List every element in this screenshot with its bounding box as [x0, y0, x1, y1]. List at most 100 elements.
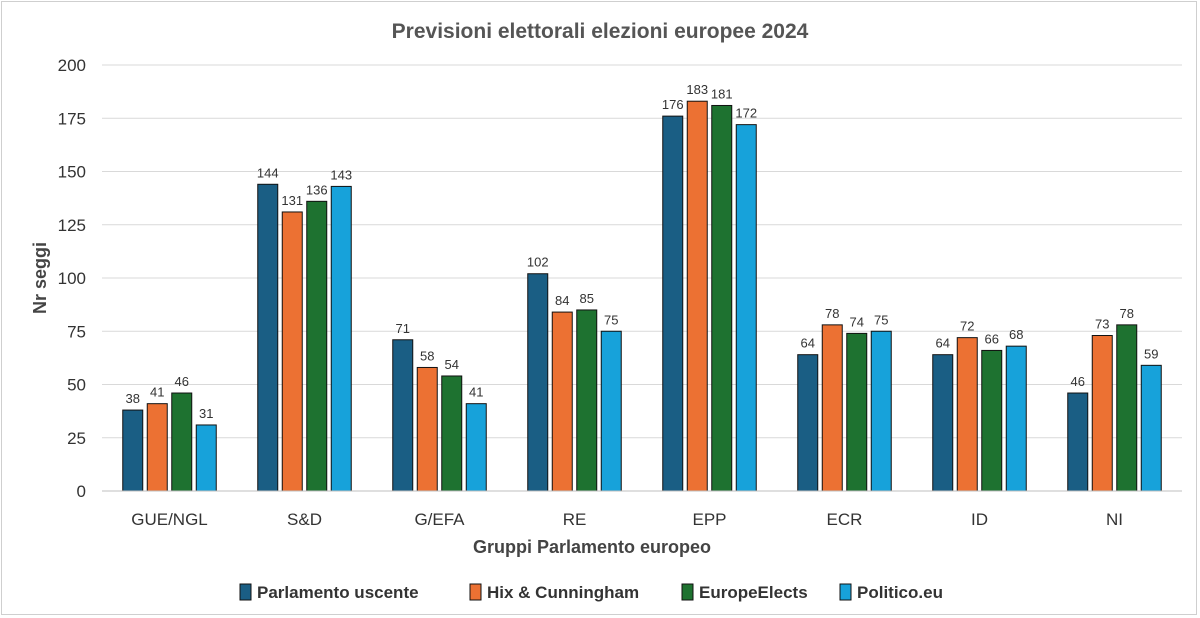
data-label: 64 [801, 336, 815, 351]
y-tick-label: 175 [58, 109, 86, 128]
bar-europeelects-ni [1116, 324, 1138, 492]
data-label: 54 [445, 357, 459, 372]
data-label: 59 [1144, 346, 1158, 361]
y-tick-label: 150 [58, 163, 86, 182]
x-tick-label: S&D [287, 510, 322, 529]
legend-item: Parlamento uscente [239, 583, 419, 602]
bar-parlamento-uscente-ni [1067, 392, 1089, 492]
bar-europeelects-ecr [846, 332, 868, 492]
x-tick-label: ID [971, 510, 988, 529]
legend-swatch [469, 583, 482, 601]
data-label: 172 [735, 106, 757, 121]
data-label: 78 [1120, 306, 1134, 321]
bar-parlamento-uscente-gue-ngl [122, 409, 144, 492]
data-label: 78 [825, 306, 839, 321]
bar-politico-eu-ecr [870, 330, 892, 492]
bar-hix-cunningham-re [551, 311, 573, 492]
bar-hix-cunningham-id [956, 337, 978, 492]
legend-label: Parlamento uscente [257, 583, 419, 602]
x-tick-label: NI [1106, 510, 1123, 529]
bar-europeelects-epp [711, 104, 733, 492]
bar-hix-cunningham-ni [1091, 335, 1113, 492]
data-label: 38 [126, 391, 140, 406]
bar-europeelects-g-efa [441, 375, 463, 492]
data-label: 176 [662, 97, 684, 112]
bar-hix-cunningham-epp [686, 100, 708, 492]
x-tick-label: ECR [827, 510, 863, 529]
bar-parlamento-uscente-re [527, 273, 549, 492]
y-tick-label: 25 [67, 429, 86, 448]
data-label: 181 [711, 86, 733, 101]
y-tick-label: 0 [77, 482, 86, 501]
data-label: 64 [936, 336, 950, 351]
data-label: 58 [420, 348, 434, 363]
legend-item: Hix & Cunningham [469, 583, 639, 602]
bar-politico-eu-gue-ngl [195, 424, 217, 492]
y-tick-label: 100 [58, 269, 86, 288]
bar-hix-cunningham-g-efa [416, 366, 438, 492]
data-label: 143 [330, 167, 352, 182]
data-label: 68 [1009, 327, 1023, 342]
data-label: 183 [686, 82, 708, 97]
y-tick-label: 125 [58, 216, 86, 235]
bar-parlamento-uscente-epp [662, 115, 684, 492]
bar-politico-eu-ni [1140, 364, 1162, 492]
legend-swatch [681, 583, 694, 601]
bar-parlamento-uscente-s-d [257, 183, 279, 492]
bar-hix-cunningham-ecr [821, 324, 843, 492]
data-label: 144 [257, 165, 279, 180]
x-tick-label: G/EFA [414, 510, 465, 529]
data-label: 71 [396, 321, 410, 336]
bar-politico-eu-s-d [330, 185, 352, 492]
data-label: 41 [469, 385, 483, 400]
legend-label: EuropeElects [699, 583, 808, 602]
bar-politico-eu-re [600, 330, 622, 492]
data-label: 85 [580, 291, 594, 306]
bar-europeelects-re [576, 309, 598, 492]
legend-label: Politico.eu [857, 583, 943, 602]
legend-swatch [239, 583, 252, 601]
x-axis-title: Gruppi Parlamento europeo [473, 537, 711, 557]
bars [122, 100, 1162, 492]
y-tick-label: 50 [67, 376, 86, 395]
bar-politico-eu-epp [735, 124, 757, 492]
y-axis-ticks: 0 25 50 75 100 125 150 175 200 [58, 56, 86, 501]
bar-europeelects-gue-ngl [171, 392, 193, 492]
data-label: 75 [604, 312, 618, 327]
data-label: 73 [1095, 317, 1109, 332]
y-axis-title: Nr seggi [30, 242, 50, 314]
legend-item: Politico.eu [839, 583, 943, 602]
data-label: 102 [527, 255, 549, 270]
data-label: 66 [985, 331, 999, 346]
bar-hix-cunningham-gue-ngl [146, 403, 168, 492]
data-label: 75 [874, 312, 888, 327]
data-label: 131 [281, 193, 303, 208]
data-label: 136 [306, 182, 328, 197]
chart-title: Previsioni elettorali elezioni europee 2… [392, 20, 809, 43]
x-axis-categories: GUE/NGL S&D G/EFA RE EPP ECR ID NI [131, 510, 1123, 529]
bar-politico-eu-id [1005, 345, 1027, 492]
bar-parlamento-uscente-g-efa [392, 339, 414, 492]
data-label: 84 [555, 293, 569, 308]
bar-parlamento-uscente-ecr [797, 354, 819, 492]
data-label: 31 [199, 406, 213, 421]
x-tick-label: GUE/NGL [131, 510, 208, 529]
x-tick-label: RE [563, 510, 587, 529]
legend-item: EuropeElects [681, 583, 808, 602]
data-label: 41 [150, 385, 164, 400]
y-tick-label: 75 [67, 322, 86, 341]
bar-hix-cunningham-s-d [281, 211, 303, 492]
legend: Parlamento uscente Hix & Cunningham Europe… [239, 583, 943, 602]
bar-europeelects-id [981, 349, 1003, 492]
data-label: 46 [1071, 374, 1085, 389]
data-label: 46 [175, 374, 189, 389]
legend-label: Hix & Cunningham [487, 583, 639, 602]
bar-politico-eu-g-efa [465, 403, 487, 492]
bar-europeelects-s-d [306, 200, 328, 492]
data-label: 72 [960, 319, 974, 334]
data-label: 74 [850, 314, 864, 329]
bar-parlamento-uscente-id [932, 354, 954, 492]
